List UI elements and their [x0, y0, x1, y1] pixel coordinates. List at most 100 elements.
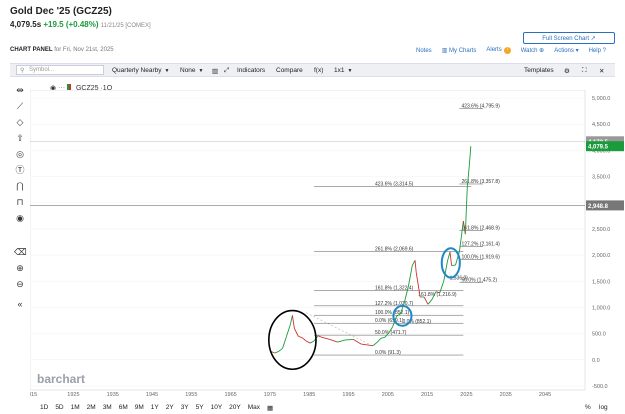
more-icon: ⋯: [58, 85, 66, 92]
price-segment: [466, 166, 470, 188]
x-tick-label: 2015: [421, 392, 433, 398]
help-menu[interactable]: Help ?: [589, 48, 606, 54]
crosshair-tool-icon[interactable]: ⇹: [16, 85, 24, 95]
help-icon: ?: [602, 47, 606, 54]
alerts-link[interactable]: Alerts!: [486, 47, 511, 54]
period-1d[interactable]: 1D: [40, 404, 49, 411]
fx-button[interactable]: f(x): [314, 67, 324, 74]
period-6m[interactable]: 6M: [118, 404, 128, 411]
page-title: Gold Dec '25 (GCZ25): [10, 6, 112, 17]
x-tick-label: 2025: [460, 392, 472, 398]
eye-icon[interactable]: ◉: [16, 213, 24, 223]
expand-icon[interactable]: ⤢: [224, 67, 230, 74]
period-10y[interactable]: 10Y: [210, 404, 223, 411]
arrow-tool-icon[interactable]: ⇧: [16, 133, 24, 143]
period-2y[interactable]: 2Y: [165, 404, 174, 411]
period-3m[interactable]: 3M: [102, 404, 112, 411]
log-scale-button[interactable]: log: [599, 404, 608, 411]
period-5d[interactable]: 5D: [55, 404, 64, 411]
fib-level-label: 161.8% (2,468.9): [461, 226, 500, 232]
line-tool-icon[interactable]: ⟋: [16, 101, 24, 111]
close-icon[interactable]: ✕: [599, 68, 605, 75]
actions-menu[interactable]: Actions ▾: [554, 47, 578, 54]
fib-level-label: 261.8% (2,069.6): [375, 246, 414, 252]
x-tick-label: 1945: [146, 392, 158, 398]
magnet-icon[interactable]: ⋂: [16, 181, 24, 191]
period-20y[interactable]: 20Y: [229, 404, 241, 411]
price-segment: [301, 337, 307, 342]
price-segment: [372, 342, 378, 347]
symbol-search-input[interactable]: ⚲ Symbol...: [16, 65, 104, 75]
period-1m[interactable]: 1M: [70, 404, 80, 411]
fib-level-label: 0.0% (699.1): [375, 318, 404, 324]
trash-icon[interactable]: ⌫: [14, 247, 27, 257]
y-tick-label: 5,000.0: [592, 96, 610, 102]
fib-level-label: 100.0% (852.1): [375, 310, 410, 316]
actions-label: Actions: [554, 48, 574, 54]
period-1y[interactable]: 1Y: [150, 404, 159, 411]
price-chart[interactable]: 5,000.04,500.04,000.03,500.03,000.02,500…: [30, 90, 625, 402]
circle-tool-icon[interactable]: ◎: [16, 149, 24, 159]
annotation-circle: [440, 247, 461, 279]
fullscreen-icon[interactable]: ⛶: [582, 67, 587, 74]
text-tool-icon[interactable]: Ⓣ: [15, 165, 25, 175]
price-segment: [368, 344, 374, 347]
search-icon: ⚲: [20, 67, 25, 74]
notes-link[interactable]: Notes: [416, 47, 432, 54]
last-price: 4,079.5s: [10, 20, 42, 29]
price-segment: [388, 326, 394, 334]
period-5y[interactable]: 5Y: [195, 404, 204, 411]
alerts-label: Alerts: [486, 47, 502, 53]
templates-button[interactable]: Templates: [524, 67, 554, 74]
my-charts-link[interactable]: ▥ My Charts: [442, 47, 477, 54]
full-screen-chart-button[interactable]: Full Screen Chart ↗: [523, 32, 615, 44]
price-line: 4,079.5s +19.5 (+0.48%) 11/21/25 [COMEX]: [10, 20, 151, 29]
price-segment: [427, 299, 433, 305]
x-tick-label: 2005: [382, 392, 394, 398]
fib-level-label: 423.6% (4,795.9): [461, 104, 500, 110]
none-label: None: [180, 67, 196, 74]
price-segment: [337, 339, 346, 343]
collapse-icon[interactable]: «: [17, 299, 23, 309]
price-segment: [286, 324, 291, 337]
price-segment: [274, 351, 279, 354]
calendar-icon[interactable]: ▦: [267, 405, 274, 412]
compare-button[interactable]: Compare: [276, 67, 303, 74]
lock-icon[interactable]: ⊓: [16, 197, 24, 207]
gear-icon[interactable]: ⚙: [564, 68, 570, 75]
zoom-out-icon[interactable]: ⊖: [16, 279, 24, 289]
x-tick-label: 1985: [303, 392, 315, 398]
price-segment: [309, 340, 315, 344]
fib-level-label: 161.8% (1,322.4): [375, 286, 414, 292]
price-segment: [411, 260, 416, 266]
price-segment: [403, 286, 409, 303]
period-9m[interactable]: 9M: [134, 404, 144, 411]
period-max[interactable]: Max: [247, 404, 261, 411]
watch-link[interactable]: Watch ⊕: [521, 47, 544, 54]
price-segment: [282, 336, 287, 349]
period-3y[interactable]: 3Y: [180, 404, 189, 411]
y-tick-label: 4,000.0: [592, 148, 610, 154]
shape-tool-icon[interactable]: ◇: [16, 117, 24, 127]
series-legend[interactable]: ◉ ⋯ GCZ25 ·1Q: [50, 84, 112, 93]
alert-badge-icon: !: [503, 47, 511, 54]
chevron-down-icon: ▾: [575, 48, 579, 54]
price-segment: [329, 338, 338, 343]
indicators-button[interactable]: Indicators: [237, 67, 266, 74]
x-tick-label: 015: [30, 392, 37, 398]
chart-panel-date: for Fri, Nov 21st, 2025: [52, 47, 114, 53]
layout-select[interactable]: 1x1 ▼: [334, 67, 352, 74]
last-price-tag: 4,079.5: [588, 145, 609, 151]
y-tick-label: 2,000.0: [592, 253, 610, 259]
y-tick-label: 0.0: [592, 358, 600, 364]
aggregation-select[interactable]: Quarterly Nearby ▼: [112, 67, 169, 74]
y-tick-label: 1,000.0: [592, 305, 610, 311]
price-segment: [290, 315, 293, 325]
period-2m[interactable]: 2M: [86, 404, 96, 411]
fib-level-label: 50.0% (1,475.2): [461, 278, 497, 284]
price-segment: [435, 291, 440, 294]
percent-scale-button[interactable]: %: [585, 404, 591, 411]
draw-tool-icon[interactable]: ▥: [212, 68, 219, 75]
zoom-in-icon[interactable]: ⊕: [16, 263, 24, 273]
none-select[interactable]: None ▼: [180, 67, 204, 74]
